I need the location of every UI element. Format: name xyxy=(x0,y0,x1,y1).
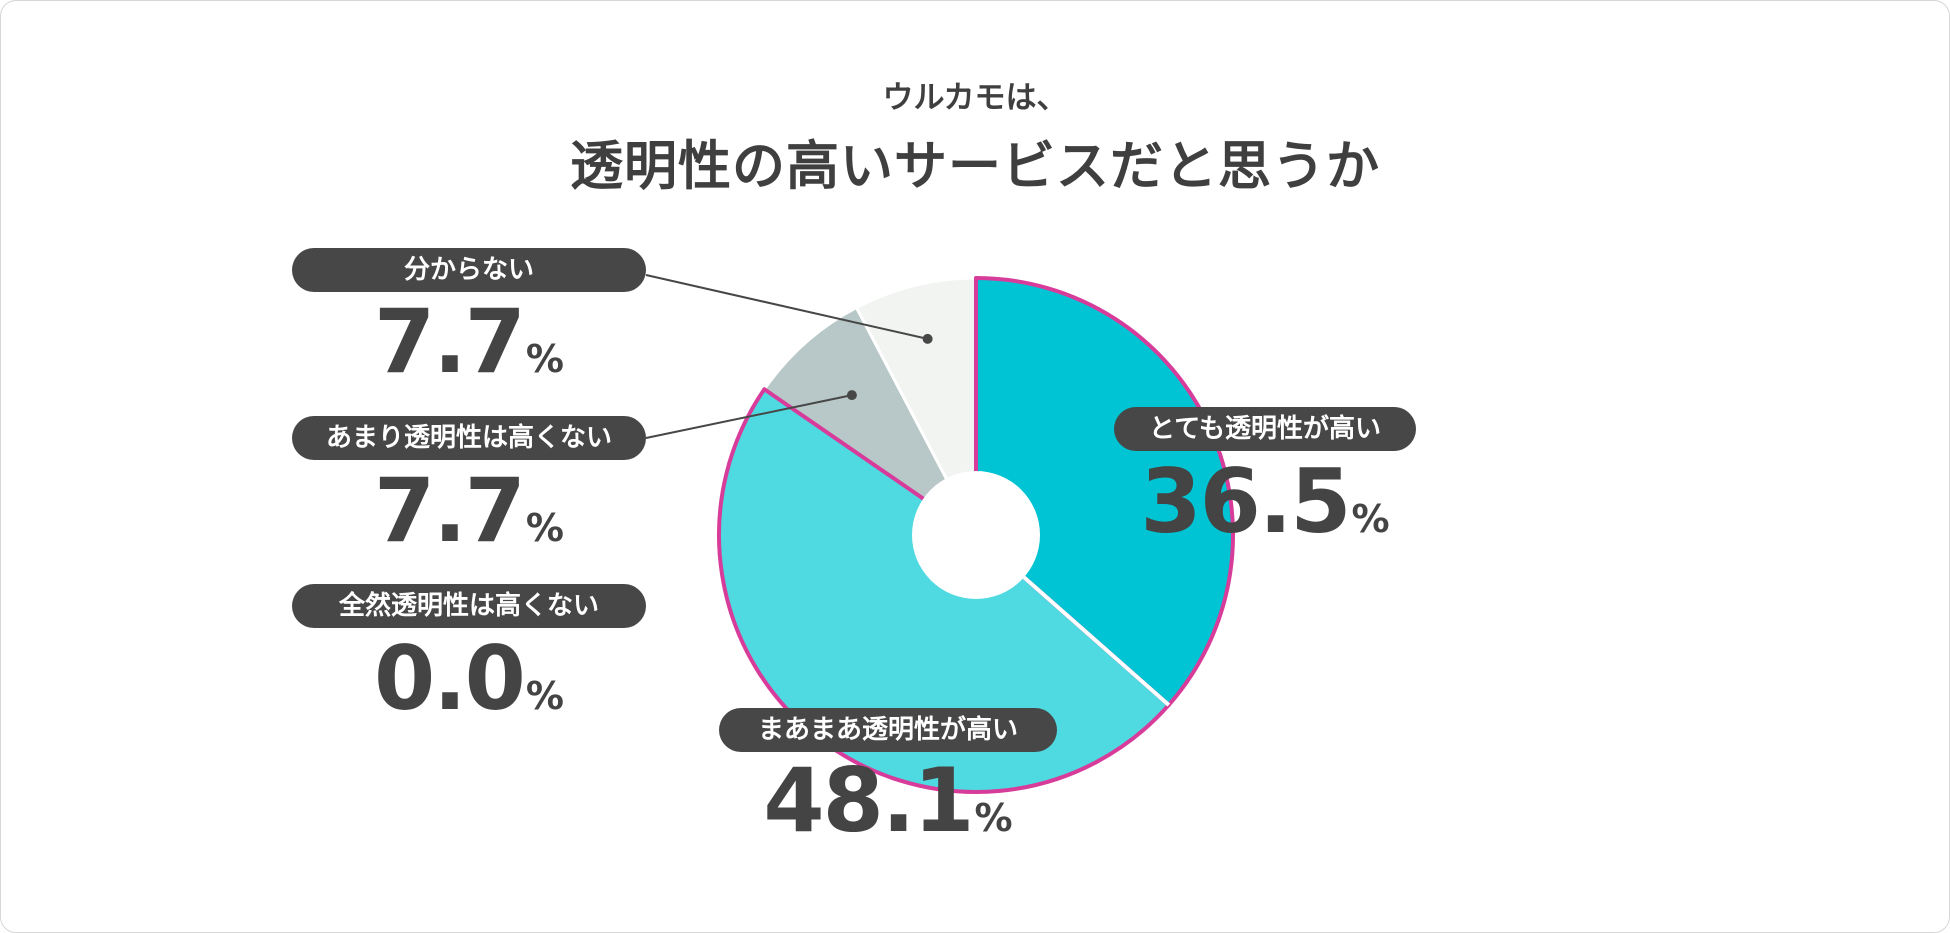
value-very-high: 36.5 xyxy=(1140,450,1351,553)
unit-not-at-all: % xyxy=(525,674,564,718)
unit-unknown: % xyxy=(525,337,564,381)
label-pill-not-very: あまり透明性は高くない xyxy=(292,416,646,460)
label-pill-not-at-all: 全然透明性は高くない xyxy=(292,584,646,628)
unit-not-very: % xyxy=(525,506,564,550)
label-pill-very-high: とても透明性が高い xyxy=(1114,407,1416,451)
percent-somewhat-high: 48.1% xyxy=(719,757,1057,845)
leader-dot-not-very xyxy=(846,390,857,401)
leader-line-unknown xyxy=(645,274,928,340)
value-somewhat-high: 48.1 xyxy=(763,749,974,852)
percent-not-at-all: 0.0% xyxy=(292,635,646,723)
label-pill-somewhat-high: まあまあ透明性が高い xyxy=(719,708,1057,752)
slice-not-very xyxy=(762,305,978,537)
value-not-very: 7.7 xyxy=(374,459,526,562)
percent-not-very: 7.7% xyxy=(292,467,646,555)
slice-unknown xyxy=(854,276,978,536)
value-not-at-all: 0.0 xyxy=(374,627,526,730)
value-unknown: 7.7 xyxy=(374,290,526,393)
leader-line-not-very xyxy=(645,394,853,439)
chart-subtitle: ウルカモは、 xyxy=(882,80,1068,116)
leader-dot-unknown xyxy=(922,333,933,344)
label-pill-unknown: 分からない xyxy=(292,248,646,292)
unit-very-high: % xyxy=(1351,497,1390,541)
unit-somewhat-high: % xyxy=(974,796,1013,840)
chart-title: 透明性の高いサービスだと思うか xyxy=(570,136,1380,197)
percent-very-high: 36.5% xyxy=(1114,458,1416,546)
percent-unknown: 7.7% xyxy=(292,298,646,386)
donut-hole xyxy=(912,471,1040,599)
